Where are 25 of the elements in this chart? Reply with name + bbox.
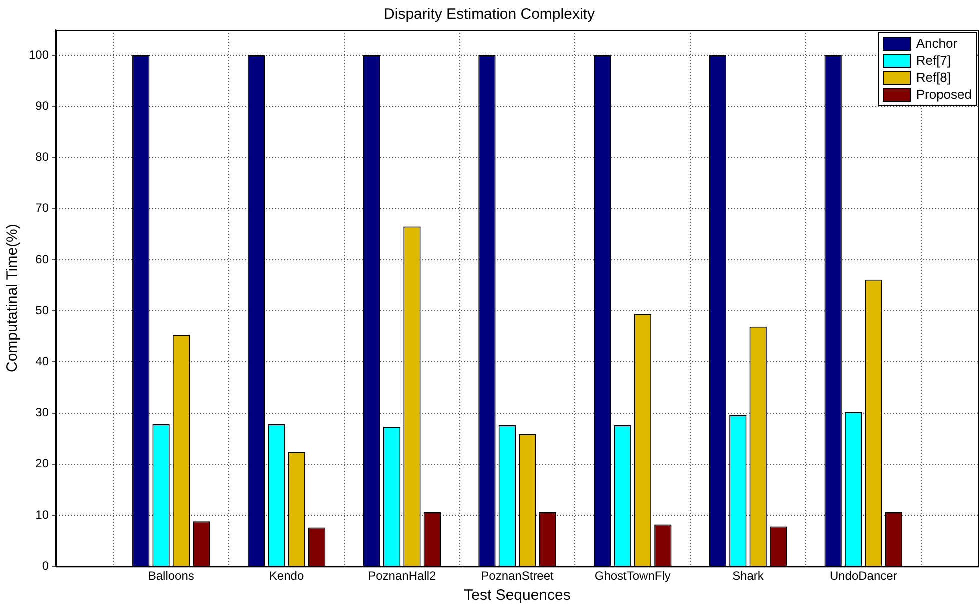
legend-label: Ref[8] [916,70,952,85]
y-tick-label: 80 [36,150,50,164]
y-tick-label: 90 [36,98,50,113]
x-tick-label: Kendo [269,569,304,584]
y-tick-label: 40 [36,354,50,368]
chart-title: Disparity Estimation Complexity [384,6,596,24]
y-tick-label: 0 [42,558,50,573]
y-tick-label: 50 [36,303,50,318]
legend-label: Anchor [916,36,958,51]
y-tick-label: 60 [36,252,50,266]
x-tick-label: UndoDancer [830,569,898,584]
x-tick-label: Shark [732,569,765,584]
x-tick-label: PoznanHall2 [368,569,436,584]
y-tick-label: 10 [36,508,50,522]
y-axis-title: Computatinal Time(%) [4,224,22,372]
y-tick-label: 100 [28,48,50,62]
y-tick-label: 30 [36,406,50,420]
legend-label: Ref[7] [916,53,952,68]
x-tick-label: PoznanStreet [481,569,555,584]
y-tick-label: 70 [36,201,50,216]
y-tick-label: 20 [36,456,50,471]
x-tick-label: GhostTownFly [594,569,671,584]
legend-label: Proposed [916,87,972,102]
x-tick-label: Balloons [148,569,194,584]
x-axis-title: Test Sequences [464,587,571,604]
